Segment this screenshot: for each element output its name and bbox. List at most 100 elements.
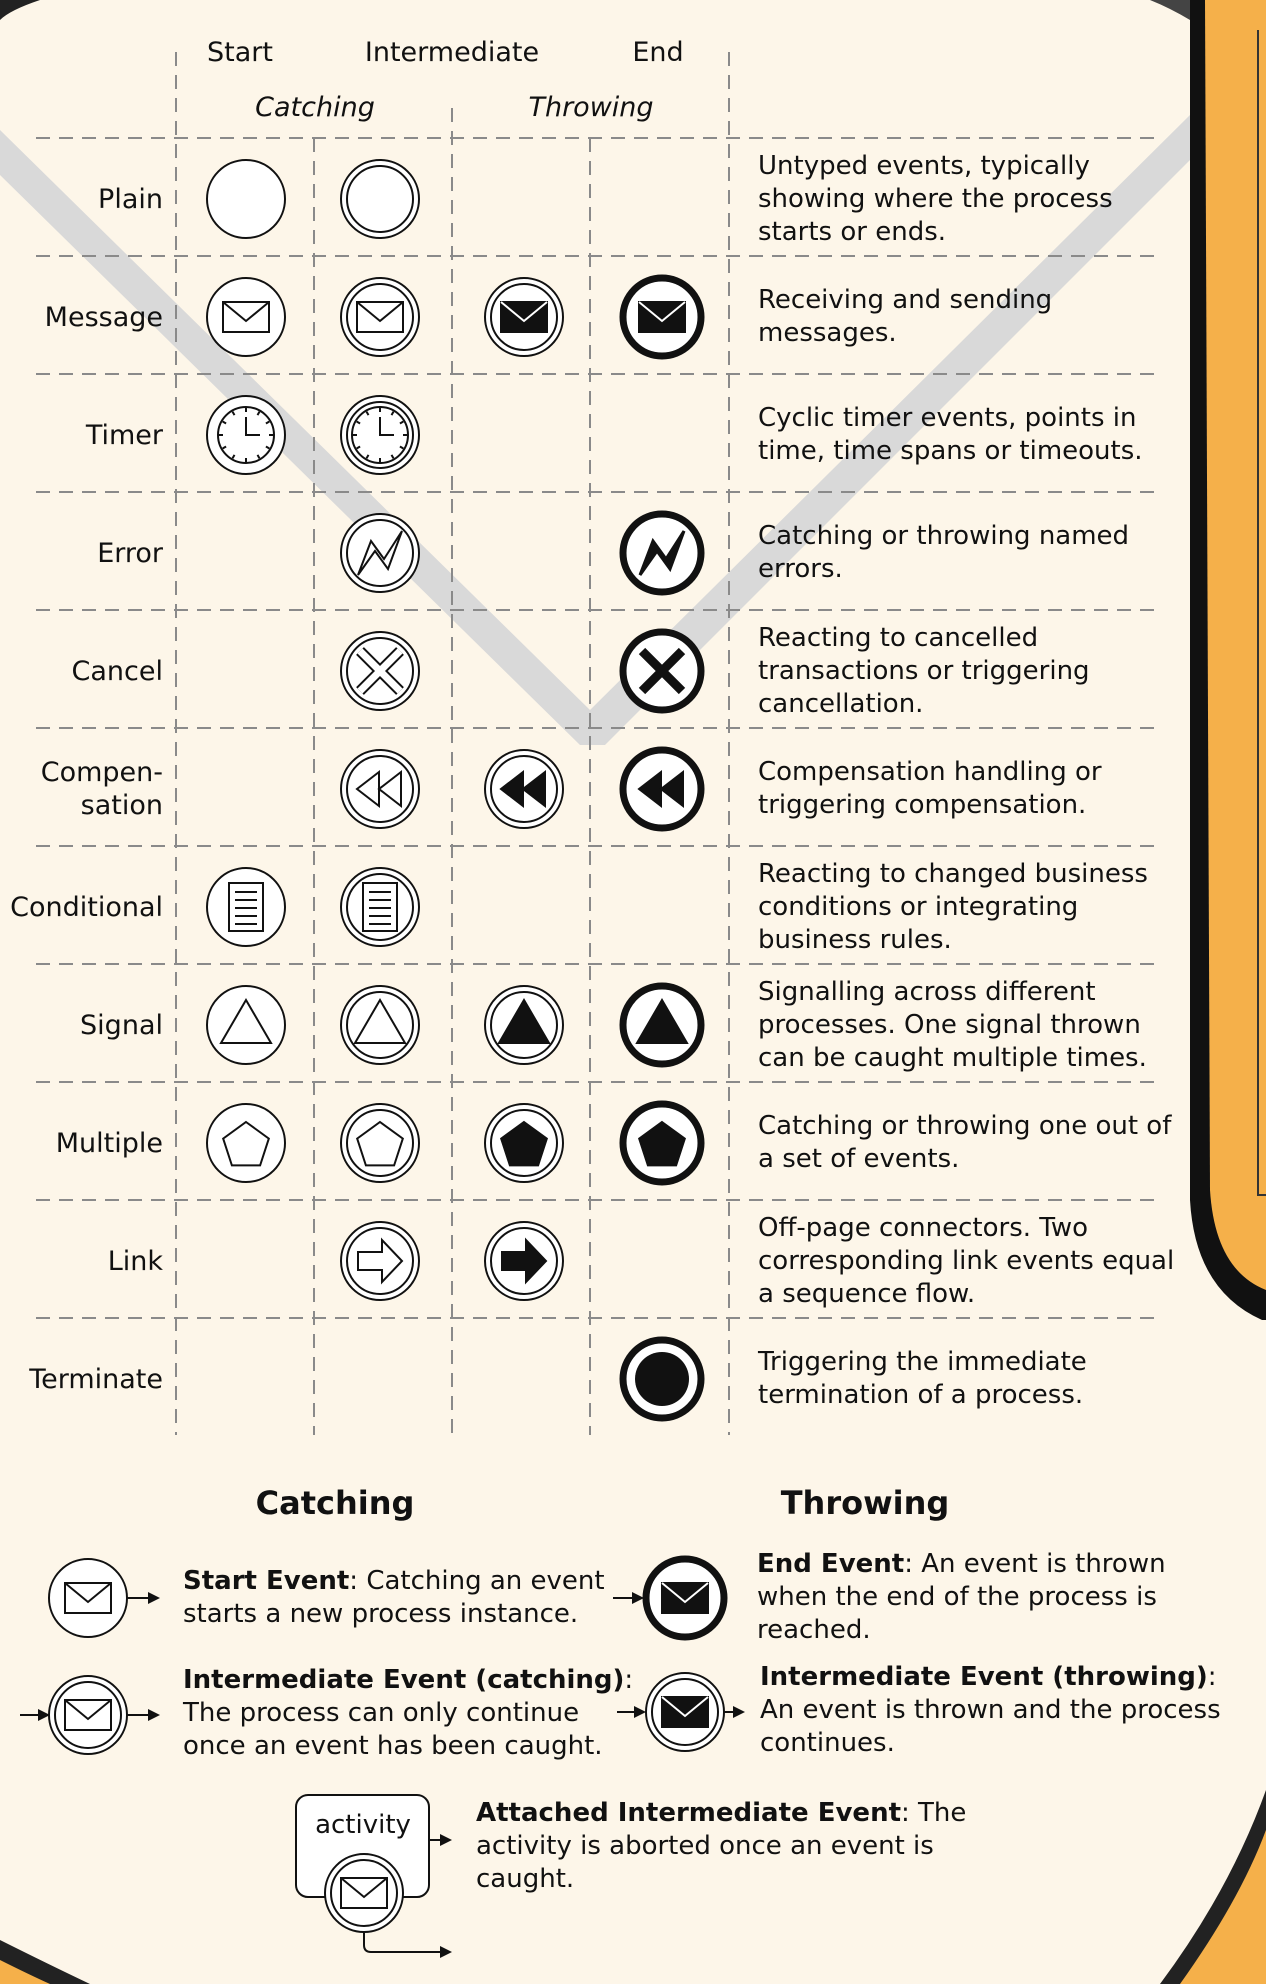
legend-start-event: Start Event: Catching an event starts a …	[183, 1565, 605, 1631]
event-terminate-end	[619, 1336, 705, 1422]
event-arrow-intermediate-catching	[340, 1221, 420, 1301]
row-label: Message	[0, 301, 163, 334]
event-cross-intermediate-catching	[340, 631, 420, 711]
flow-arrow-icon	[634, 1706, 646, 1718]
row-label: Multiple	[0, 1127, 163, 1160]
clock-tick	[356, 420, 361, 425]
legend-intermediate-throwing-line: An event is thrown and the process	[760, 1695, 1221, 1725]
legend-end-event-term: End Event	[757, 1549, 905, 1579]
column-header-intermediate: Intermediate	[364, 37, 540, 68]
row-description-line: Cyclic timer events, points in	[758, 403, 1137, 433]
legend-icons	[20, 1555, 745, 1958]
panel-inner-line	[1257, 30, 1266, 1196]
row-label: Terminate	[0, 1363, 163, 1396]
legend-end-event-line: reached.	[757, 1615, 871, 1645]
event-plain-intermediate-catching	[340, 159, 420, 239]
clock-tick	[231, 411, 236, 416]
event-circle-inner	[54, 1681, 122, 1749]
flow-arrow-icon	[148, 1592, 160, 1604]
event-bolt-intermediate-catching	[340, 513, 420, 593]
event-envelope-start	[206, 277, 286, 357]
legend-start-event-line: starts a new process instance.	[183, 1599, 579, 1629]
event-circle-inner	[330, 1859, 398, 1927]
flow-arrow-icon	[440, 1834, 452, 1846]
envelope-flap	[340, 1877, 388, 1899]
event-circle-inner	[490, 283, 558, 351]
row-description: Reacting to changed business conditions o…	[758, 858, 1148, 957]
row-description-line: Signalling across different	[758, 976, 1096, 1007]
top-right-curve	[1150, 0, 1190, 20]
event-clock-start	[206, 395, 286, 475]
arrow-icon	[357, 1237, 404, 1285]
row-label-line: Conditional	[10, 891, 163, 923]
pentagon-icon	[355, 1120, 405, 1167]
row-description: Catching or throwing named errors.	[758, 520, 1129, 586]
clock-tick	[256, 411, 261, 416]
exception-flow	[363, 1932, 440, 1953]
cross-icon-fill	[357, 648, 403, 694]
row-description-line: Receiving and sending	[758, 285, 1053, 315]
background-arc-top	[0, 0, 40, 20]
triangle-icon	[353, 998, 407, 1044]
row-label: Timer	[0, 419, 163, 452]
rewind-icon-right	[377, 769, 402, 809]
legend-throwing-title: Throwing	[780, 1484, 950, 1522]
flow-arrow-icon	[440, 1946, 452, 1958]
lightning-icon	[638, 530, 686, 576]
event-rewind-end	[619, 746, 705, 832]
event-bolt-end	[619, 510, 705, 596]
envelope-icon	[661, 1696, 709, 1728]
legend-intermediate-throwing-icon	[645, 1672, 725, 1752]
event-circle-outer	[340, 159, 420, 239]
event-plain-start	[206, 159, 286, 239]
row-description-line: Off-page connectors. Two	[758, 1212, 1089, 1243]
event-circle-inner	[346, 873, 414, 941]
row-label: Plain	[0, 183, 163, 216]
clock-tick	[231, 454, 236, 459]
triangle-icon	[219, 998, 273, 1044]
row-description-line: Compensation handling or	[758, 757, 1102, 787]
row-label-line: Compen-	[40, 757, 163, 788]
row-label-line: Cancel	[71, 655, 163, 687]
event-rewind-intermediate-catching	[340, 749, 420, 829]
legend-intermediate-throwing-line: continues.	[760, 1728, 895, 1758]
legend-intermediate-catching-line: The process can only continue	[183, 1698, 580, 1728]
row-description: Compensation handling or triggering compe…	[758, 756, 1102, 822]
event-clock-intermediate-catching	[340, 395, 420, 475]
column-header-throwing: Throwing	[528, 92, 654, 123]
row-label: Cancel	[0, 655, 163, 688]
triangle-icon	[497, 998, 551, 1044]
clock-tick	[390, 454, 395, 459]
row-description-line: errors.	[758, 554, 843, 584]
row-description-line: business rules.	[758, 924, 952, 955]
legend-end-event-rest: : An event is thrown	[904, 1549, 1166, 1579]
column-header-catching: Catching	[255, 92, 375, 123]
event-circle-inner	[651, 1678, 719, 1746]
row-description: Signalling across different processes. On…	[758, 976, 1147, 1075]
envelope-flap	[64, 1582, 112, 1604]
row-description-line: Triggering the immediate	[758, 1347, 1087, 1377]
envelope-icon	[661, 1582, 709, 1614]
event-pentagon-end	[619, 1100, 705, 1186]
envelope-icon	[222, 301, 270, 333]
event-circle-inner	[346, 519, 414, 587]
envelope-flap	[661, 1582, 709, 1604]
row-label: Signal	[0, 1009, 163, 1042]
row-description-line: time, time spans or timeouts.	[758, 436, 1143, 466]
envelope-flap	[356, 301, 404, 323]
row-description: Reacting to cancelled transactions or tri…	[758, 622, 1090, 721]
legend-attached-event-rest: : The	[901, 1798, 967, 1828]
clock-tick	[365, 411, 370, 416]
envelope-flap	[64, 1699, 112, 1721]
legend-end-event: End Event: An event is thrown when the e…	[757, 1548, 1166, 1647]
event-circle-inner	[490, 991, 558, 1059]
row-description-line: Reacting to cancelled	[758, 622, 1039, 653]
legend-attached-event: Attached Intermediate Event: The activit…	[476, 1797, 966, 1896]
row-description-line: termination of a process.	[758, 1380, 1084, 1410]
event-circle-inner	[346, 401, 414, 469]
envelope-icon	[638, 301, 686, 333]
event-envelope-intermediate-catching	[340, 277, 420, 357]
